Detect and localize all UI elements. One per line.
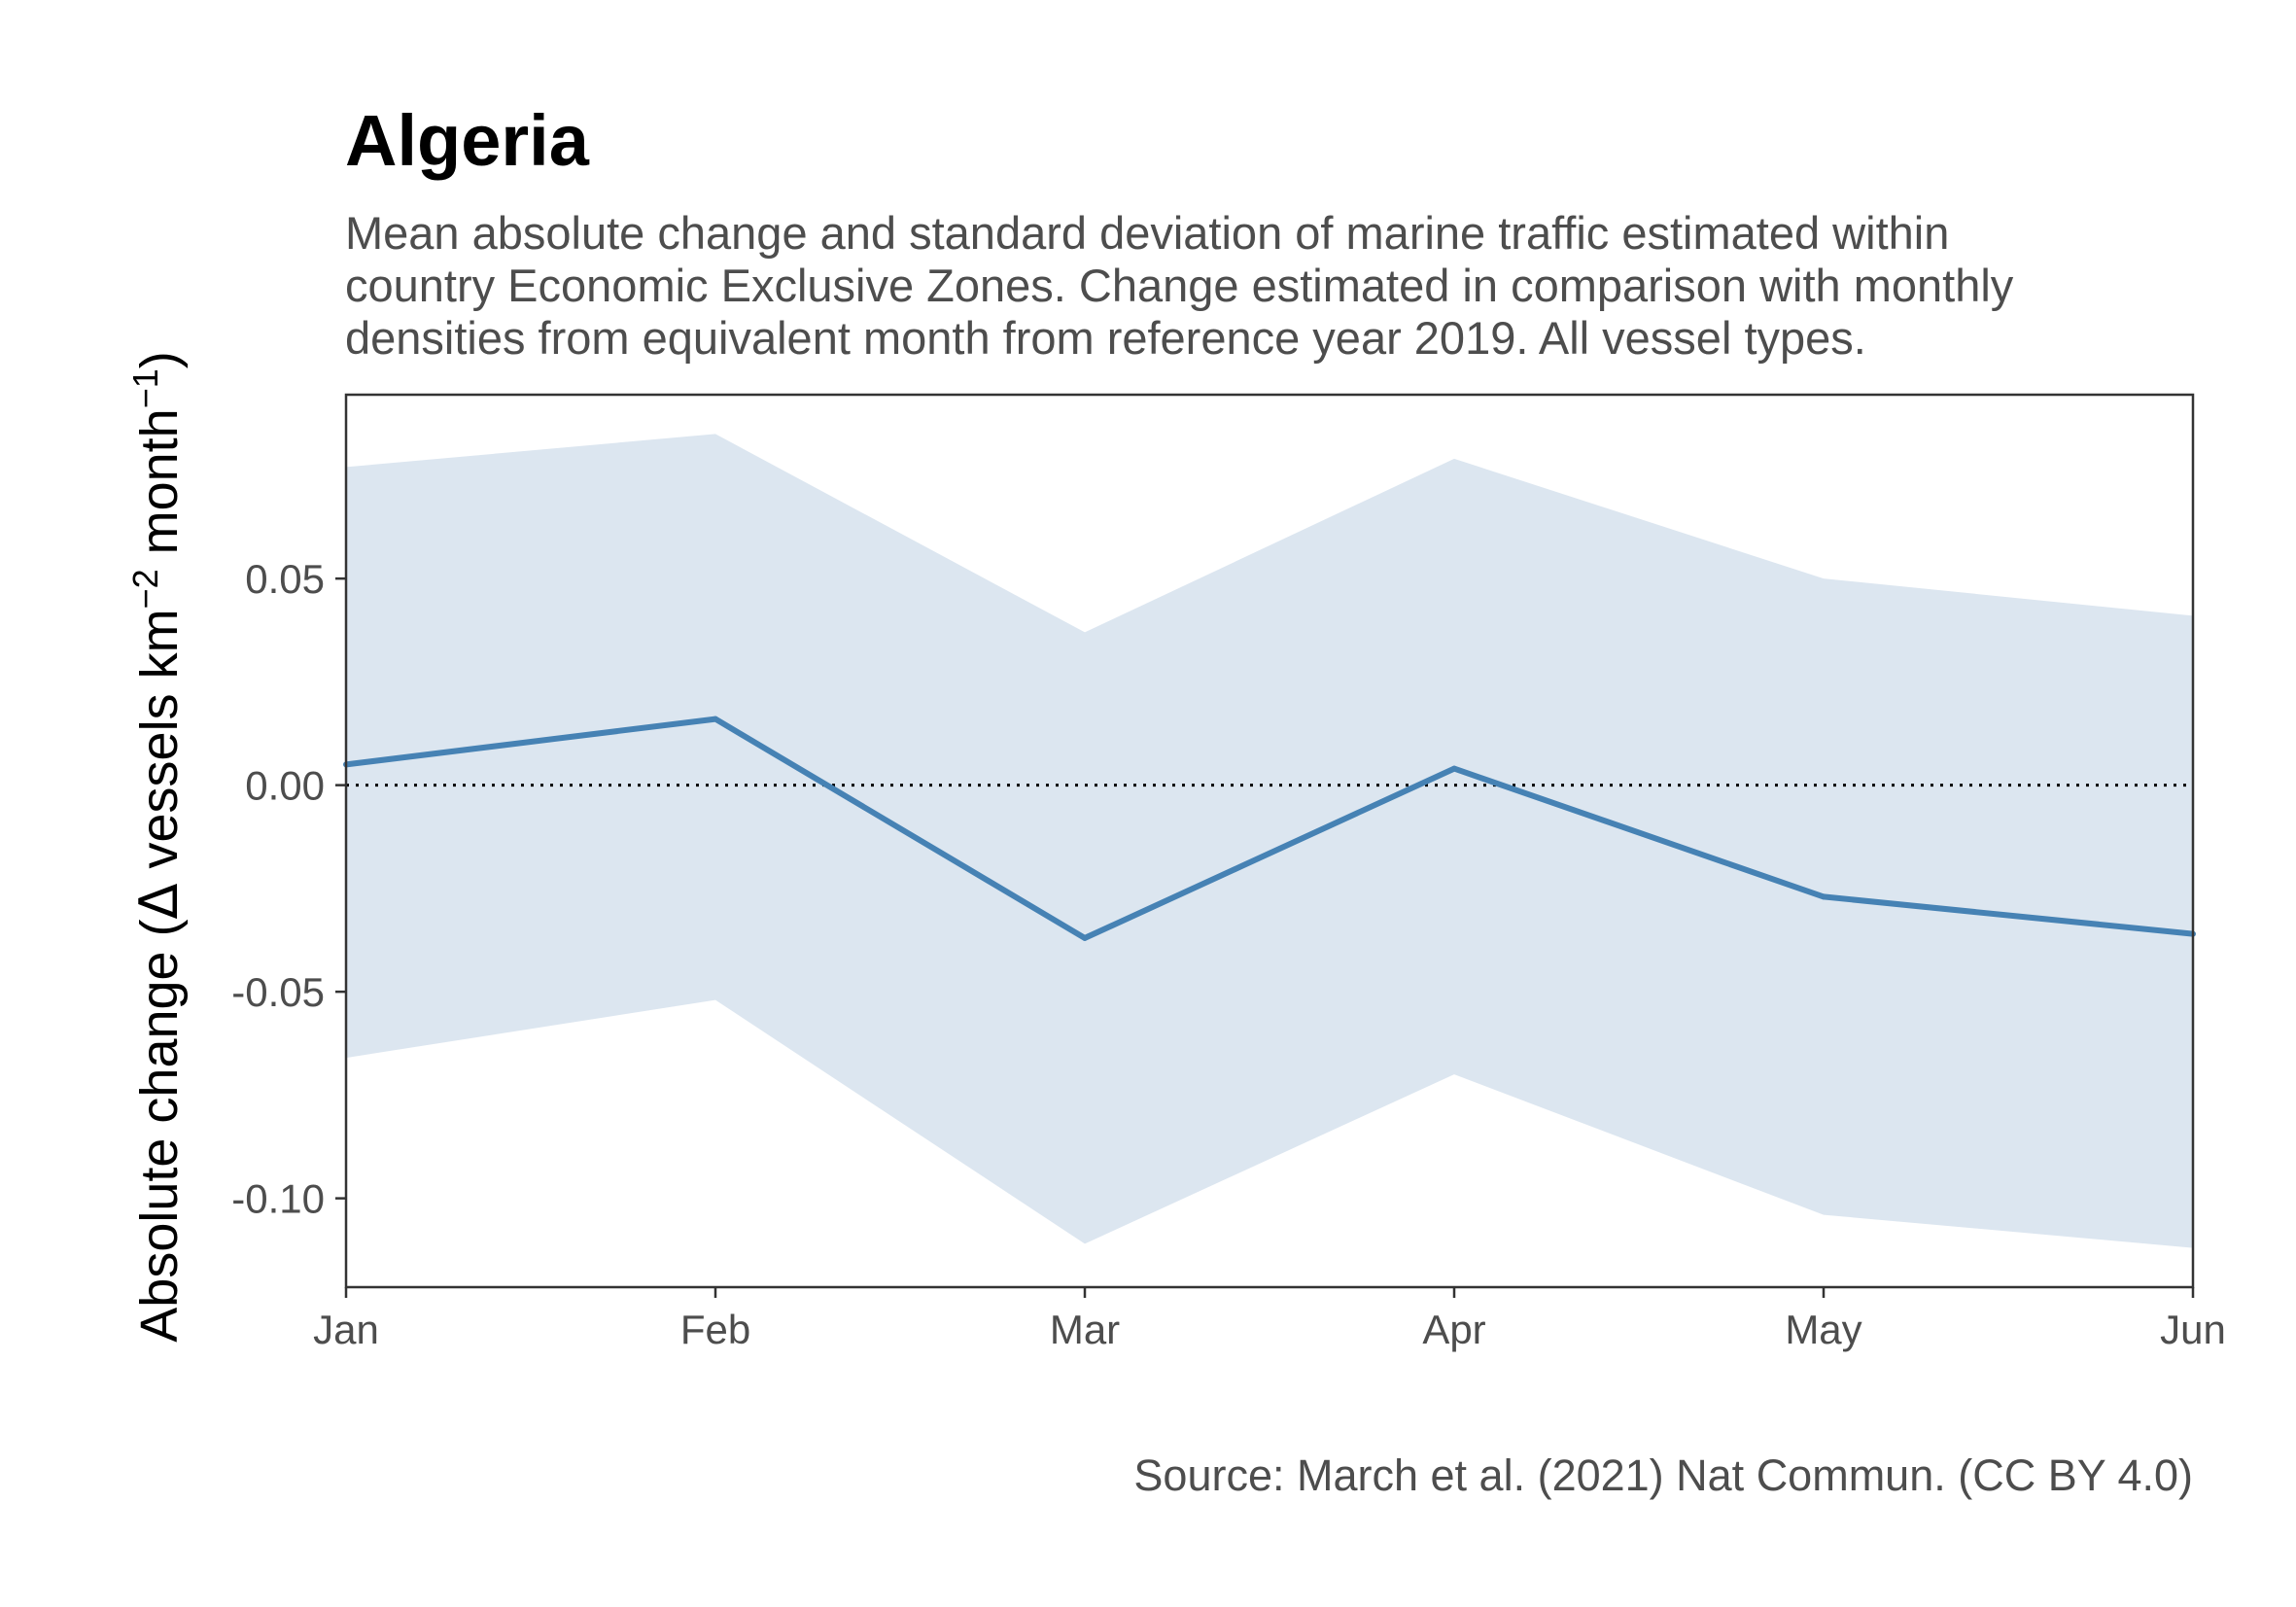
y-axis: -0.10 -0.05 0.00 0.05 xyxy=(231,556,346,1222)
y-axis-title-unit-1: vessels km xyxy=(130,609,189,883)
y-axis-title-exp-1: −2 xyxy=(125,569,165,609)
y-axis-title-delta: Δ xyxy=(128,883,190,919)
y-axis-title-exp-2: −1 xyxy=(125,368,165,408)
mean-point-mar xyxy=(1082,934,1088,941)
x-axis: Jan Feb Mar Apr May Jun xyxy=(313,1287,2226,1352)
x-tick-label-jan: Jan xyxy=(313,1307,379,1352)
chart-caption: Source: March et al. (2021) Nat Commun. … xyxy=(1133,1450,2193,1500)
chart-subtitle-line-2: country Economic Exclusive Zones. Change… xyxy=(345,260,2014,311)
y-tick-label: -0.05 xyxy=(231,969,325,1015)
y-tick-label: 0.00 xyxy=(245,763,325,809)
title-group: Algeria Mean absolute change and standar… xyxy=(345,100,2014,364)
plot-area xyxy=(343,393,2196,1289)
panel-border xyxy=(344,393,2195,1289)
y-tick-label: -0.10 xyxy=(231,1176,325,1222)
mean-line xyxy=(345,716,2194,941)
chart-subtitle-line-3: densities from equivalent month from ref… xyxy=(345,312,1866,364)
mean-point-may xyxy=(1821,893,1826,900)
y-tick-label: 0.05 xyxy=(245,556,325,602)
x-tick-label-feb: Feb xyxy=(680,1307,750,1352)
chart-subtitle-line-1: Mean absolute change and standard deviat… xyxy=(345,207,1949,259)
y-axis-title-prefix: Absolute change ( xyxy=(130,919,189,1342)
y-axis-title: Absolute change (Δ vessels km−2 month−1) xyxy=(125,351,191,1342)
y-axis-title-suffix: ) xyxy=(130,351,189,368)
sd-ribbon xyxy=(346,434,2193,1248)
x-tick-label-jun: Jun xyxy=(2160,1307,2226,1352)
x-tick-label-may: May xyxy=(1785,1307,1861,1352)
x-tick-label-apr: Apr xyxy=(1422,1307,1485,1352)
y-axis-title-unit-2: month xyxy=(130,408,189,569)
chart-title: Algeria xyxy=(345,100,590,181)
x-tick-label-mar: Mar xyxy=(1050,1307,1120,1352)
mean-point-feb xyxy=(713,716,718,722)
mean-point-apr xyxy=(1451,765,1457,772)
